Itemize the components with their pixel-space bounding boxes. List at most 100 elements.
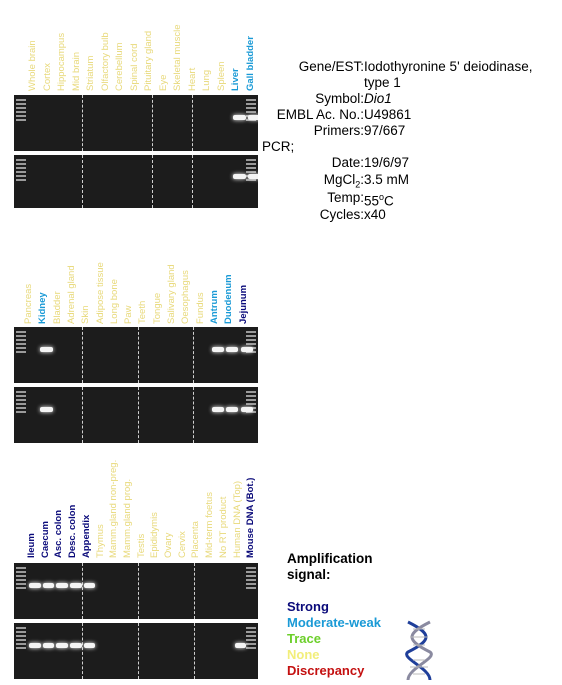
gel-band bbox=[233, 173, 246, 179]
ladder-mark bbox=[246, 103, 256, 105]
ladder-mark bbox=[246, 391, 256, 393]
gel-band bbox=[42, 583, 55, 588]
gel-band bbox=[226, 407, 239, 412]
gene-value: Iodothyronine 5' deiodinase, bbox=[364, 59, 533, 74]
legend-item: Trace bbox=[287, 631, 321, 646]
gel-band bbox=[211, 347, 225, 352]
dna-helix-icon bbox=[405, 620, 433, 681]
gel-band bbox=[40, 407, 53, 412]
lane-label: Human DNA (Top) bbox=[231, 480, 243, 558]
ladder-mark bbox=[16, 647, 26, 649]
lane-label: Mid-term foetus bbox=[204, 492, 216, 558]
ladder-mark bbox=[16, 335, 26, 337]
lane-divider bbox=[152, 155, 153, 208]
gel-band bbox=[83, 643, 96, 648]
ladder-mark bbox=[246, 179, 256, 181]
gel-band bbox=[240, 407, 253, 412]
ladder-mark bbox=[246, 631, 256, 633]
legend-title: Amplification signal: bbox=[287, 551, 373, 582]
gel-image-2b bbox=[14, 387, 258, 443]
lane-divider bbox=[82, 387, 83, 443]
ladder-mark bbox=[16, 163, 26, 165]
ladder-mark bbox=[246, 575, 256, 577]
ladder-mark bbox=[246, 171, 256, 173]
gel-panel-3: Ileum Caecum Asc. colon Desc. colon Appendix… bbox=[0, 0, 270, 685]
ladder-mark bbox=[246, 639, 256, 641]
ladder-mark bbox=[246, 643, 256, 645]
lane-label: Mouse DNA (Bot.) bbox=[245, 477, 257, 558]
legend-item: Strong bbox=[287, 599, 329, 614]
ladder-mark bbox=[16, 567, 26, 569]
ladder-mark bbox=[246, 403, 256, 405]
lane-divider bbox=[152, 95, 153, 151]
gel-band bbox=[40, 347, 53, 352]
lane-label: Mamm.gland non-preg. bbox=[108, 459, 120, 558]
lane-label: Placenta bbox=[190, 521, 202, 558]
symbol-value: Dio1 bbox=[364, 91, 392, 106]
lane-label: Appendix bbox=[80, 514, 92, 558]
ladder-mark bbox=[16, 395, 26, 397]
ladder-mark bbox=[246, 411, 256, 413]
ladder-mark bbox=[16, 635, 26, 637]
gene-key: Gene/EST: bbox=[298, 59, 364, 74]
gel-image-3b bbox=[14, 623, 258, 679]
lane-divider bbox=[138, 623, 139, 679]
ladder-mark bbox=[16, 631, 26, 633]
gel-band bbox=[56, 643, 69, 648]
legend-item: Moderate-weak bbox=[287, 615, 381, 630]
cycles-value: x40 bbox=[364, 207, 386, 222]
ladder-mark bbox=[246, 167, 256, 169]
gel-band bbox=[233, 115, 246, 120]
gel-band bbox=[70, 643, 82, 648]
lane-divider bbox=[82, 95, 83, 151]
ladder-mark bbox=[16, 343, 26, 345]
primers-key: Primers: bbox=[313, 123, 364, 138]
ladder-mark bbox=[246, 339, 256, 341]
ladder-mark bbox=[16, 175, 26, 177]
ladder-mark bbox=[246, 351, 256, 353]
ladder-mark bbox=[16, 159, 26, 161]
lane-label: Testis bbox=[135, 533, 147, 558]
legend-item: Discrepancy bbox=[287, 663, 365, 678]
ladder-mark bbox=[16, 399, 26, 401]
ladder-mark bbox=[246, 579, 256, 581]
ladder-mark bbox=[16, 111, 26, 113]
lane-divider bbox=[138, 327, 139, 383]
lane-divider bbox=[193, 387, 194, 443]
gel-band bbox=[211, 407, 225, 412]
gel-band bbox=[226, 347, 239, 352]
temp-key: Temp: bbox=[327, 190, 364, 205]
gel-band bbox=[83, 583, 96, 588]
lane-divider bbox=[193, 327, 194, 383]
gel-band bbox=[240, 347, 253, 352]
ladder-mark bbox=[16, 407, 26, 409]
embl-value: U49861 bbox=[364, 107, 412, 122]
ladder-mark bbox=[16, 627, 26, 629]
ladder-mark bbox=[246, 399, 256, 401]
ladder-mark bbox=[16, 119, 26, 121]
ladder-mark bbox=[246, 635, 256, 637]
ladder-mark bbox=[246, 159, 256, 161]
ladder-mark bbox=[246, 627, 256, 629]
ladder-mark bbox=[246, 107, 256, 109]
gel-image-2a bbox=[14, 327, 258, 383]
lane-divider bbox=[138, 387, 139, 443]
lane-label: Asc. colon bbox=[53, 509, 65, 558]
gel-band bbox=[234, 643, 247, 648]
lane-label: Ovary bbox=[163, 532, 174, 558]
lane-label: Mamm.gland prog. bbox=[121, 478, 133, 558]
ladder-mark bbox=[16, 411, 26, 413]
ladder-mark bbox=[16, 579, 26, 581]
ladder-mark bbox=[16, 639, 26, 641]
ladder-mark bbox=[246, 571, 256, 573]
pcr-label: PCR; bbox=[262, 139, 295, 154]
lane-divider bbox=[82, 327, 83, 383]
ladder-mark bbox=[246, 343, 256, 345]
ladder-mark bbox=[246, 335, 256, 337]
ladder-mark bbox=[16, 103, 26, 105]
lane-labels-3: Ileum Caecum Asc. colon Desc. colon Appendix… bbox=[0, 0, 256, 558]
gel-image-1a bbox=[14, 95, 258, 151]
lane-divider bbox=[138, 563, 139, 619]
gel-band bbox=[42, 643, 55, 648]
ladder-mark bbox=[16, 571, 26, 573]
